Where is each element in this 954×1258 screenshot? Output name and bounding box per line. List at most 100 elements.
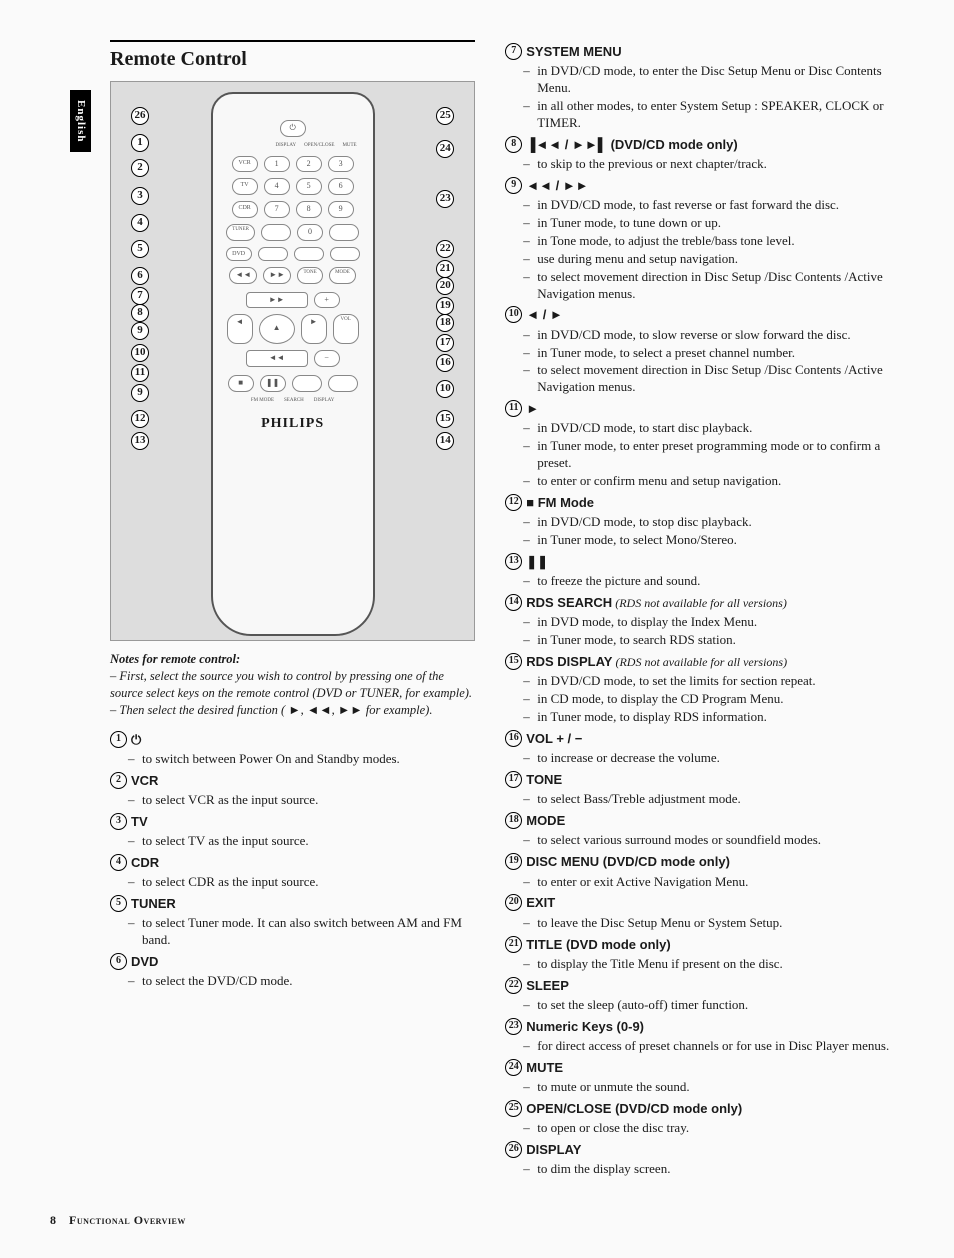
legend-desc-item: in DVD/CD mode, to fast reverse or fast … [523, 197, 902, 214]
legend-desc-15: in DVD/CD mode, to set the limits for se… [523, 673, 902, 726]
legend-entry-10: 10 ◄ / ► [505, 306, 902, 324]
legend-entry-17: 17TONE [505, 771, 902, 789]
callout-10: 10 [436, 380, 454, 398]
legend-desc-2: to select VCR as the input source. [128, 792, 475, 809]
legend-number-20: 20 [505, 894, 522, 911]
callout-22: 22 [436, 240, 454, 258]
legend-desc-item: in DVD mode, to display the Index Menu. [523, 614, 902, 631]
legend-desc-item: to dim the display screen. [523, 1161, 902, 1178]
remote-notes: Notes for remote control: – First, selec… [110, 651, 475, 719]
legend-title-10: ◄ / ► [526, 307, 563, 322]
legend-desc-11: in DVD/CD mode, to start disc playback.i… [523, 420, 902, 490]
legend-desc-22: to set the sleep (auto-off) timer functi… [523, 997, 902, 1014]
notes-line1: – First, select the source you wish to c… [110, 668, 475, 702]
callout-2: 2 [131, 159, 149, 177]
legend-entry-26: 26DISPLAY [505, 1141, 902, 1159]
legend-entry-11: 11► [505, 400, 902, 418]
page-content: Remote Control ⏻ DISPLAYOPEN/CLOSEMUTE V… [110, 40, 904, 1182]
legend-desc-13: to freeze the picture and sound. [523, 573, 902, 590]
legend-desc-item: to select CDR as the input source. [128, 874, 475, 891]
legend-title-18: MODE [526, 813, 565, 828]
callout-19: 19 [436, 297, 454, 315]
legend-desc-item: to select VCR as the input source. [128, 792, 475, 809]
legend-desc-18: to select various surround modes or soun… [523, 832, 902, 849]
legend-number-10: 10 [505, 306, 522, 323]
legend-desc-item: to select TV as the input source. [128, 833, 475, 850]
legend-number-7: 7 [505, 43, 522, 60]
legend-number-5: 5 [110, 895, 127, 912]
legend-title-12: ■ FM Mode [526, 495, 594, 510]
legend-desc-item: to set the sleep (auto-off) timer functi… [523, 997, 902, 1014]
legend-desc-item: in Tone mode, to adjust the treble/bass … [523, 233, 902, 250]
legend-entry-24: 24MUTE [505, 1059, 902, 1077]
legend-right: 7 SYSTEM MENU in DVD/CD mode, to enter the… [505, 43, 902, 1178]
legend-number-12: 12 [505, 494, 522, 511]
legend-number-18: 18 [505, 812, 522, 829]
legend-entry-13: 13❚❚ [505, 553, 902, 571]
legend-entry-9: 9 ◄◄ / ►► [505, 177, 902, 195]
legend-title-20: EXIT [526, 895, 555, 910]
callout-3: 3 [131, 187, 149, 205]
callout-10: 10 [131, 344, 149, 362]
callout-7: 7 [131, 287, 149, 305]
legend-desc-23: for direct access of preset channels or … [523, 1038, 902, 1055]
legend-number-14: 14 [505, 594, 522, 611]
legend-desc-item: in DVD/CD mode, to enter the Disc Setup … [523, 63, 902, 97]
legend-desc-item: for direct access of preset channels or … [523, 1038, 902, 1055]
callout-14: 14 [436, 432, 454, 450]
legend-desc-21: to display the Title Menu if present on … [523, 956, 902, 973]
brand-label: PHILIPS [213, 415, 373, 434]
legend-desc-3: to select TV as the input source. [128, 833, 475, 850]
legend-number-23: 23 [505, 1018, 522, 1035]
remote-diagram: ⏻ DISPLAYOPEN/CLOSEMUTE VCR123 TV456 CDR… [110, 81, 475, 641]
legend-entry-8: 8▐◄◄ / ►►▌ (DVD/CD mode only) [505, 136, 902, 154]
legend-number-15: 15 [505, 653, 522, 670]
legend-desc-4: to select CDR as the input source. [128, 874, 475, 891]
legend-number-11: 11 [505, 400, 522, 417]
legend-number-25: 25 [505, 1100, 522, 1117]
legend-desc-12: in DVD/CD mode, to stop disc playback.in… [523, 514, 902, 549]
legend-desc-item: in DVD/CD mode, to set the limits for se… [523, 673, 902, 690]
legend-desc-7: in DVD/CD mode, to enter the Disc Setup … [523, 63, 902, 132]
callout-26: 26 [131, 107, 149, 125]
legend-title-19: DISC MENU (DVD/CD mode only) [526, 854, 730, 869]
legend-title-7: SYSTEM MENU [526, 44, 621, 59]
legend-title-6: DVD [131, 954, 158, 969]
legend-entry-21: 21TITLE (DVD mode only) [505, 936, 902, 954]
legend-desc-item: to select Tuner mode. It can also switch… [128, 915, 475, 949]
legend-title-2: VCR [131, 773, 158, 788]
legend-desc-item: to select movement direction in Disc Set… [523, 362, 902, 396]
legend-entry-19: 19DISC MENU (DVD/CD mode only) [505, 853, 902, 871]
legend-desc-item: to display the Title Menu if present on … [523, 956, 902, 973]
callout-20: 20 [436, 277, 454, 295]
legend-number-9: 9 [505, 177, 522, 194]
legend-desc-6: to select the DVD/CD mode. [128, 973, 475, 990]
legend-number-16: 16 [505, 730, 522, 747]
legend-title-4: CDR [131, 855, 159, 870]
callout-12: 12 [131, 410, 149, 428]
legend-entry-22: 22SLEEP [505, 977, 902, 995]
callout-11: 11 [131, 364, 149, 382]
legend-desc-14: in DVD mode, to display the Index Menu.i… [523, 614, 902, 649]
legend-title-9: ◄◄ / ►► [526, 178, 588, 193]
legend-title-23: Numeric Keys (0-9) [526, 1019, 644, 1034]
legend-title-3: TV [131, 814, 148, 829]
legend-entry-12: 12 ■ FM Mode [505, 494, 902, 512]
legend-desc-item: use during menu and setup navigation. [523, 251, 902, 268]
legend-left: 1⏻ to switch between Power On and Standby… [110, 731, 475, 991]
legend-desc-item: to switch between Power On and Standby m… [128, 751, 475, 768]
language-tab: English [70, 90, 91, 152]
legend-desc-item: in Tuner mode, to enter preset programmi… [523, 438, 902, 472]
callout-5: 5 [131, 240, 149, 258]
callout-4: 4 [131, 214, 149, 232]
legend-title-21: TITLE (DVD mode only) [526, 937, 670, 952]
legend-entry-18: 18 MODE [505, 812, 902, 830]
legend-title-14: RDS SEARCH [526, 595, 612, 610]
legend-title-13: ❚❚ [526, 554, 548, 569]
legend-desc-26: to dim the display screen. [523, 1161, 902, 1178]
callout-21: 21 [436, 260, 454, 278]
legend-desc-item: in Tuner mode, to tune down or up. [523, 215, 902, 232]
legend-entry-1: 1⏻ [110, 731, 475, 749]
legend-desc-1: to switch between Power On and Standby m… [128, 751, 475, 768]
legend-entry-6: 6DVD [110, 953, 475, 971]
